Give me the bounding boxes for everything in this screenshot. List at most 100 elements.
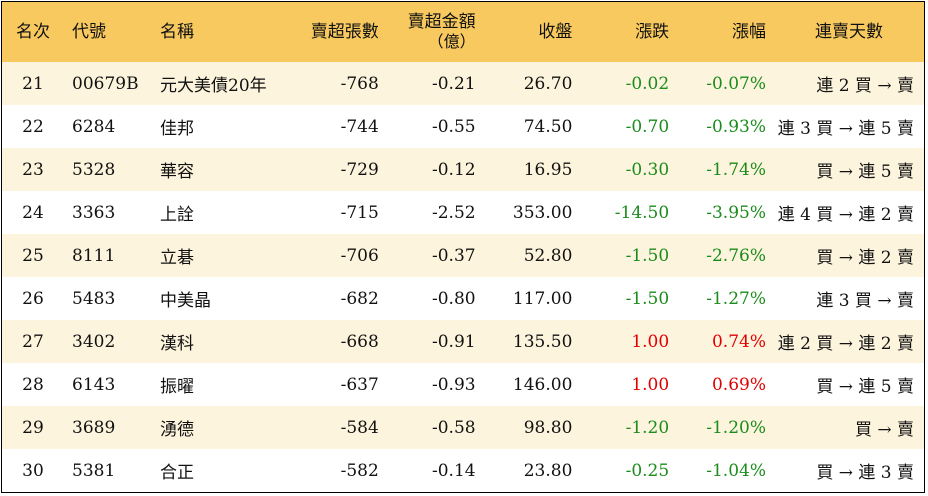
- header-code[interactable]: 代號: [72, 22, 106, 42]
- cell-sell-volume: -668: [340, 331, 379, 352]
- cell-name: 中美晶: [160, 291, 211, 311]
- cell-code: 3363: [72, 202, 116, 223]
- cell-rank: 30: [22, 460, 44, 481]
- table-row[interactable]: 27 3402 漢科 -668 -0.91 135.50 1.00 0.74% 連 2 買 → …: [2, 320, 924, 363]
- cell-change: 1.00: [631, 331, 670, 352]
- cell-code: 6284: [72, 116, 116, 137]
- cell-sell-amount: -0.80: [431, 288, 476, 309]
- header-sell-amount-line1: 賣超金額: [407, 12, 476, 32]
- cell-sell-volume: -582: [340, 460, 379, 481]
- cell-streak: 買 → 賣: [854, 420, 914, 440]
- cell-close: 52.80: [523, 245, 573, 266]
- table-header-row: 名次 代號 名稱 賣超張數 賣超金額 （億） 收盤 漲跌 漲幅 連賣天數: [2, 2, 924, 62]
- cell-code: 5483: [72, 288, 116, 309]
- table-row[interactable]: 30 5381 合正 -582 -0.14 23.80 -0.25 -1.04% 買 → 連 3…: [2, 449, 924, 492]
- cell-rank: 21: [22, 73, 44, 94]
- cell-change-pct: -3.95%: [706, 202, 766, 223]
- cell-change: -1.50: [625, 245, 670, 266]
- table-row[interactable]: 26 5483 中美晶 -682 -0.80 117.00 -1.50 -1.27% 連 3 買…: [2, 277, 924, 320]
- cell-change: -0.30: [625, 159, 670, 180]
- cell-change: -1.20: [625, 417, 670, 438]
- cell-sell-volume: -768: [340, 73, 379, 94]
- cell-change-pct: -1.74%: [706, 159, 766, 180]
- header-change[interactable]: 漲跌: [635, 22, 670, 42]
- cell-sell-amount: -0.93: [431, 374, 476, 395]
- header-sell-amount[interactable]: 賣超金額 （億）: [387, 2, 484, 62]
- cell-sell-volume: -637: [340, 374, 379, 395]
- cell-streak: 連 2 買 → 賣: [816, 76, 914, 96]
- header-sell-volume[interactable]: 賣超張數: [310, 22, 379, 42]
- cell-change-pct: -2.76%: [706, 245, 766, 266]
- cell-sell-volume: -682: [340, 288, 379, 309]
- cell-code: 5381: [72, 460, 116, 481]
- cell-sell-amount: -0.58: [431, 417, 476, 438]
- cell-rank: 23: [22, 159, 44, 180]
- table-row[interactable]: 23 5328 華容 -729 -0.12 16.95 -0.30 -1.74% 買 → 連 5…: [2, 148, 924, 191]
- cell-sell-amount: -0.21: [431, 73, 476, 94]
- cell-code: 3689: [72, 417, 116, 438]
- cell-streak: 買 → 連 5 賣: [816, 162, 914, 182]
- table-row[interactable]: 29 3689 湧德 -584 -0.58 98.80 -1.20 -1.20% 買 → 賣: [2, 406, 924, 449]
- cell-sell-amount: -0.91: [431, 331, 476, 352]
- cell-sell-volume: -744: [340, 116, 379, 137]
- cell-close: 23.80: [523, 460, 573, 481]
- table-row[interactable]: 25 8111 立碁 -706 -0.37 52.80 -1.50 -2.76% 買 → 連 2…: [2, 234, 924, 277]
- cell-change: -1.50: [625, 288, 670, 309]
- cell-name: 振曜: [160, 377, 194, 397]
- table-row[interactable]: 24 3363 上詮 -715 -2.52 353.00 -14.50 -3.95% 連 4 買…: [2, 191, 924, 234]
- cell-change: -0.02: [625, 73, 670, 94]
- cell-change: -0.70: [625, 116, 670, 137]
- cell-rank: 25: [22, 245, 44, 266]
- cell-name: 立碁: [160, 248, 194, 268]
- cell-name: 佳邦: [160, 119, 194, 139]
- cell-change-pct: 0.74%: [711, 331, 766, 352]
- table-row[interactable]: 21 00679B 元大美債20年 -768 -0.21 26.70 -0.02 -0.07%…: [2, 62, 924, 105]
- cell-streak: 買 → 連 5 賣: [816, 377, 914, 397]
- cell-change-pct: -1.04%: [706, 460, 766, 481]
- cell-name: 上詮: [160, 205, 194, 225]
- header-name[interactable]: 名稱: [160, 22, 194, 42]
- header-sell-amount-unit: （億）: [427, 32, 476, 51]
- cell-rank: 29: [22, 417, 44, 438]
- cell-close: 135.50: [512, 331, 573, 352]
- cell-name: 元大美債20年: [160, 76, 267, 96]
- cell-sell-amount: -0.14: [431, 460, 476, 481]
- cell-close: 98.80: [523, 417, 573, 438]
- table-row[interactable]: 28 6143 振曜 -637 -0.93 146.00 1.00 0.69% 買 → 連 5 …: [2, 363, 924, 406]
- cell-change: -0.25: [625, 460, 670, 481]
- cell-sell-amount: -0.37: [431, 245, 476, 266]
- cell-name: 華容: [160, 162, 194, 182]
- cell-close: 26.70: [523, 73, 573, 94]
- cell-change-pct: -1.20%: [706, 417, 766, 438]
- cell-name: 合正: [160, 463, 194, 483]
- cell-close: 146.00: [512, 374, 573, 395]
- cell-change: 1.00: [631, 374, 670, 395]
- cell-rank: 22: [22, 116, 44, 137]
- table-row[interactable]: 22 6284 佳邦 -744 -0.55 74.50 -0.70 -0.93% 連 3 買 →…: [2, 105, 924, 148]
- cell-sell-amount: -2.52: [431, 202, 476, 223]
- cell-code: 5328: [72, 159, 116, 180]
- cell-sell-volume: -584: [340, 417, 379, 438]
- cell-streak: 連 3 買 → 連 5 賣: [777, 119, 914, 139]
- cell-name: 湧德: [160, 420, 194, 440]
- cell-close: 16.95: [523, 159, 573, 180]
- header-rank[interactable]: 名次: [16, 22, 50, 42]
- cell-sell-amount: -0.12: [431, 159, 476, 180]
- cell-change-pct: 0.69%: [711, 374, 766, 395]
- cell-sell-volume: -706: [340, 245, 379, 266]
- header-change-pct[interactable]: 漲幅: [732, 22, 766, 42]
- cell-sell-volume: -729: [340, 159, 379, 180]
- table-body: 21 00679B 元大美債20年 -768 -0.21 26.70 -0.02 -0.07%…: [2, 62, 924, 492]
- cell-code: 8111: [72, 245, 116, 266]
- cell-change: -14.50: [614, 202, 670, 223]
- header-close[interactable]: 收盤: [538, 22, 573, 42]
- cell-rank: 27: [22, 331, 44, 352]
- cell-close: 117.00: [512, 288, 573, 309]
- cell-rank: 26: [22, 288, 44, 309]
- cell-name: 漢科: [160, 334, 194, 354]
- header-streak[interactable]: 連賣天數: [815, 22, 883, 42]
- cell-change-pct: -1.27%: [706, 288, 766, 309]
- cell-close: 353.00: [512, 202, 573, 223]
